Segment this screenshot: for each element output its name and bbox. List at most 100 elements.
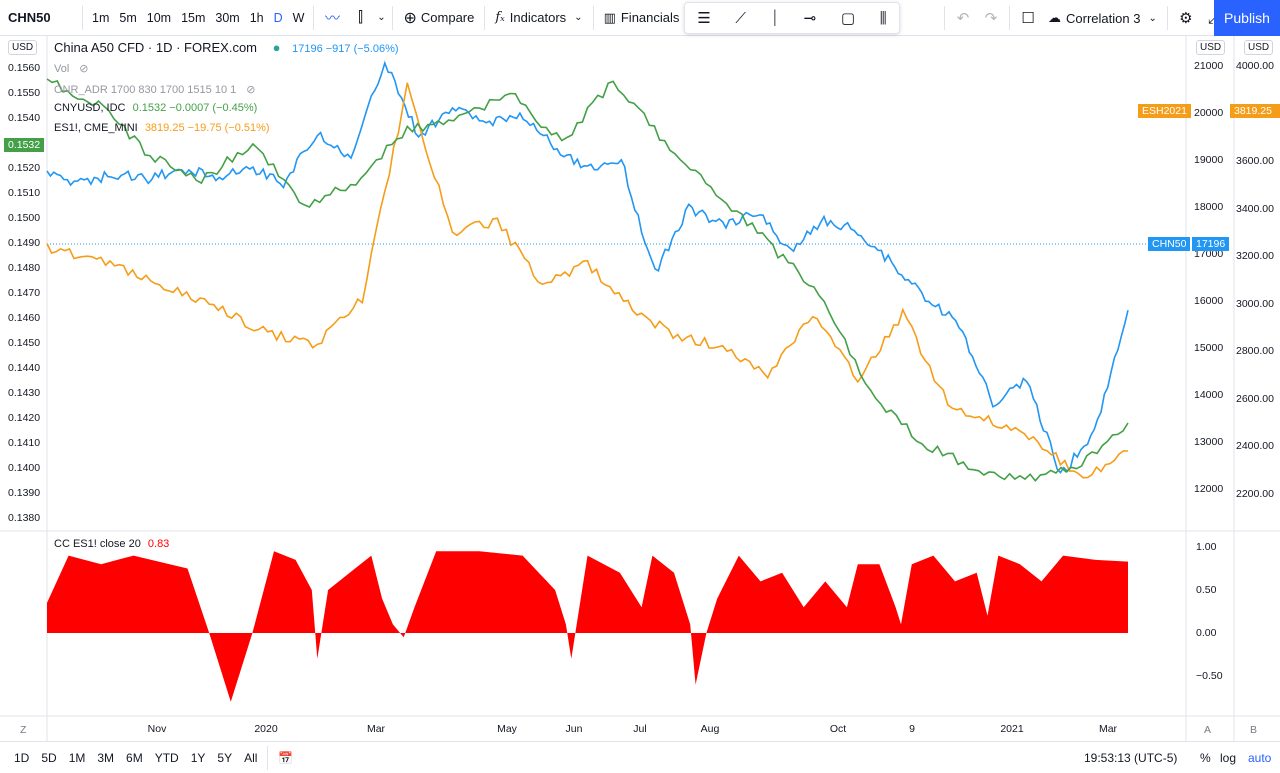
divider bbox=[267, 745, 269, 770]
left-tick-label: 0.1460 bbox=[8, 312, 41, 324]
main-legend-title: China A50 CFD · 1D · FOREX.com bbox=[54, 40, 257, 55]
eye-off-icon[interactable]: ⊘ bbox=[246, 84, 256, 96]
chart-style-line-icon[interactable]: 〰 bbox=[324, 10, 340, 27]
left-axis-currency[interactable]: USD bbox=[8, 40, 38, 55]
mid-tick-label: 18000 bbox=[1194, 201, 1224, 213]
auto-toggle[interactable]: auto bbox=[1248, 750, 1272, 765]
mid-axis-currency[interactable]: USD bbox=[1196, 40, 1226, 55]
right-tick-label: 3600.00 bbox=[1236, 155, 1274, 167]
timeframe-10m[interactable]: 10m bbox=[146, 10, 172, 25]
time-tick-label: 2020 bbox=[254, 723, 278, 735]
cc-legend: CC ES1! close 20 0.83 bbox=[54, 538, 170, 550]
trend-line-icon[interactable]: ⟋ bbox=[735, 9, 746, 27]
range-5Y[interactable]: 5Y bbox=[217, 750, 233, 765]
time-tick-label: Nov bbox=[147, 723, 167, 735]
layout-menu[interactable]: ☁ Correlation 3 ⌄ bbox=[1048, 10, 1157, 26]
divider bbox=[1009, 6, 1010, 30]
divider bbox=[82, 5, 83, 30]
rectangle-icon[interactable]: ▢ bbox=[840, 10, 856, 27]
main-legend: China A50 CFD · 1D · FOREX.com ● 17196 −… bbox=[54, 40, 403, 55]
plus-circle-icon: ⊕ bbox=[403, 9, 417, 27]
divider bbox=[1166, 6, 1168, 30]
financials-button[interactable]: ▥ Financials bbox=[603, 9, 680, 26]
left-tick-label: 0.1550 bbox=[8, 87, 41, 99]
range-1D[interactable]: 1D bbox=[14, 750, 30, 765]
right-axis-currency[interactable]: USD bbox=[1244, 40, 1274, 55]
symbol-search[interactable]: CHN50 bbox=[8, 10, 51, 25]
log-toggle[interactable]: log bbox=[1220, 750, 1237, 765]
mid-tick-label: 15000 bbox=[1194, 342, 1224, 354]
horizontal-ray-icon[interactable]: ⊸ bbox=[803, 10, 817, 27]
percent-toggle[interactable]: % bbox=[1200, 750, 1211, 765]
timeframe-1m[interactable]: 1m bbox=[92, 10, 110, 25]
range-5D[interactable]: 5D bbox=[41, 750, 57, 765]
left-tick-label: 0.1500 bbox=[8, 212, 41, 224]
chn50-series-line bbox=[46, 60, 1129, 474]
vertical-line-icon[interactable]: ⏐ bbox=[770, 9, 780, 27]
timeframe-30m[interactable]: 30m bbox=[215, 10, 240, 25]
fullscreen-square-icon[interactable]: ☐ bbox=[1021, 10, 1035, 27]
timeframe-W[interactable]: W bbox=[292, 10, 305, 25]
time-tick-label: 9 bbox=[909, 723, 915, 735]
chn-price-tag: 17196 bbox=[1192, 237, 1230, 251]
candlestick-icon[interactable]: ⫼ bbox=[879, 9, 887, 27]
eye-off-icon[interactable]: ⊘ bbox=[79, 63, 89, 75]
left-tick-label: 0.1540 bbox=[8, 112, 41, 124]
compare-button[interactable]: ⊕ Compare bbox=[403, 9, 475, 27]
left-tick-label: 0.1410 bbox=[8, 437, 41, 449]
divider bbox=[944, 6, 945, 30]
left-tick-label: 0.1420 bbox=[8, 412, 41, 424]
left-tick-label: 0.1520 bbox=[8, 162, 41, 174]
timeframe-group: 1m 5m 10m 15m 30m 1h D W bbox=[87, 0, 309, 36]
cloud-icon: ☁ bbox=[1048, 10, 1061, 25]
divider bbox=[392, 5, 394, 30]
right-tick-label: 3000.00 bbox=[1236, 297, 1274, 310]
cc-tick-label: 0.00 bbox=[1196, 627, 1217, 639]
drawing-toolbar: ☰ ⟋ ⏐ ⊸ ▢ ⫼ bbox=[684, 2, 900, 34]
price-chart-svg[interactable] bbox=[0, 36, 1280, 741]
main-legend-values: 17196 −917 (−5.06%) bbox=[292, 43, 399, 55]
calendar-goto-icon[interactable]: 📅 bbox=[278, 750, 294, 765]
chart-type-candles-icon[interactable]: ⫿ bbox=[358, 9, 363, 26]
undo-icon[interactable]: ↶ bbox=[956, 10, 970, 27]
timeframe-5m[interactable]: 5m bbox=[119, 10, 137, 25]
right-tick-label: 2400.00 bbox=[1236, 440, 1274, 452]
right-tick-label: 2200.00 bbox=[1236, 487, 1274, 500]
timeframe-15m[interactable]: 15m bbox=[181, 10, 206, 25]
zoom-z-button[interactable]: Z bbox=[20, 724, 27, 736]
timeframe-1h[interactable]: 1h bbox=[249, 10, 264, 25]
left-tick-label: 0.1450 bbox=[8, 337, 41, 349]
time-tick-label: May bbox=[497, 723, 517, 735]
right-tick-label: 2800.00 bbox=[1236, 345, 1274, 357]
range-YTD[interactable]: YTD bbox=[154, 750, 179, 765]
range-All[interactable]: All bbox=[244, 750, 258, 765]
chevron-down-icon[interactable]: ⌄ bbox=[377, 12, 386, 23]
left-tick-label: 0.1440 bbox=[8, 362, 41, 374]
axis-b-button[interactable]: B bbox=[1250, 724, 1258, 736]
status-dot-icon: ● bbox=[272, 40, 281, 55]
redo-icon[interactable]: ↷ bbox=[984, 10, 998, 27]
gear-icon[interactable]: ⚙ bbox=[1179, 10, 1193, 27]
clock[interactable]: 19:53:13 (UTC-5) bbox=[1084, 750, 1178, 765]
es-series-line bbox=[46, 82, 1129, 479]
chart-area[interactable]: China A50 CFD · 1D · FOREX.com ● 17196 −… bbox=[0, 36, 1280, 741]
right-tick-label: 3200.00 bbox=[1236, 250, 1274, 262]
mid-tick-label: 13000 bbox=[1194, 436, 1224, 448]
time-tick-label: Mar bbox=[1098, 723, 1118, 735]
range-3M[interactable]: 3M bbox=[97, 750, 115, 765]
range-1Y[interactable]: 1Y bbox=[190, 750, 206, 765]
publish-button[interactable]: Publish bbox=[1214, 0, 1280, 36]
left-tick-label: 0.1400 bbox=[8, 462, 41, 474]
multi-line-icon[interactable]: ☰ bbox=[697, 10, 711, 27]
timeframe-D[interactable]: D bbox=[273, 10, 283, 25]
time-tick-label: Jun bbox=[565, 723, 583, 735]
axis-a-button[interactable]: A bbox=[1204, 724, 1212, 736]
indicators-button[interactable]: 𝑓ₓ Indicators ⌄ bbox=[495, 10, 583, 25]
time-tick-label: Oct bbox=[829, 723, 847, 735]
right-tick-label: 3400.00 bbox=[1236, 202, 1274, 215]
range-6M[interactable]: 6M bbox=[126, 750, 143, 765]
range-1M[interactable]: 1M bbox=[68, 750, 86, 765]
mid-tick-label: 19000 bbox=[1194, 154, 1224, 166]
chevron-down-icon: ⌄ bbox=[574, 12, 583, 23]
time-tick-label: Jul bbox=[633, 723, 647, 735]
